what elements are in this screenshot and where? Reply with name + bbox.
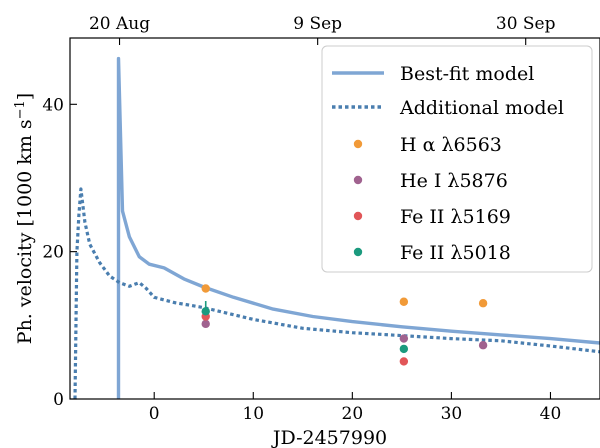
y-axis-title-main: Ph. velocity [1000 km s: [14, 119, 36, 344]
point-he-i-5876-0: [202, 320, 210, 328]
legend-swatch-h-alpha-6563: [354, 140, 362, 148]
legend-label-additional-model: Additional model: [399, 97, 564, 119]
legend-label-he-i-5876: He I λ5876: [400, 170, 508, 192]
top-tick-label-1: 9 Sep: [293, 14, 342, 34]
point-h-alpha-6563-1: [400, 298, 408, 306]
y-tick-label-20: 20: [42, 243, 64, 263]
legend-label-h-alpha-6563: H α λ6563: [400, 134, 502, 156]
legend-label-fe-ii-5169: Fe II λ5169: [400, 206, 511, 228]
point-h-alpha-6563-2: [479, 299, 487, 307]
legend-label-fe-ii-5018: Fe II λ5018: [400, 242, 511, 264]
x-tick-label-10: 10: [242, 404, 264, 424]
legend-swatch-fe-ii-5018: [354, 248, 362, 256]
point-fe-ii-5018-1: [400, 345, 408, 353]
legend-label-best-fit-model: Best-fit model: [400, 63, 534, 85]
legend-swatch-he-i-5876: [354, 176, 362, 184]
point-he-i-5876-1: [400, 334, 408, 342]
x-tick-label-30: 30: [441, 404, 463, 424]
point-h-alpha-6563-0: [202, 284, 210, 292]
y-axis-title-end: ]: [14, 93, 36, 100]
y-tick-label-0: 0: [53, 390, 64, 410]
x-tick-label-40: 40: [540, 404, 562, 424]
y-axis-title-sup: −1: [13, 100, 28, 119]
x-axis-title: JD-2457990: [271, 427, 387, 448]
point-he-i-5876-2: [479, 341, 487, 349]
top-tick-label-0: 20 Aug: [89, 14, 150, 34]
legend: Best-fit model Additional model H α λ6563 H…: [322, 46, 592, 272]
top-tick-label-2: 30 Sep: [496, 14, 556, 34]
point-fe-ii-5169-1: [400, 357, 408, 365]
y-axis-title: Ph. velocity [1000 km s−1]: [13, 93, 36, 344]
x-tick-label-20: 20: [342, 404, 364, 424]
y-tick-label-40: 40: [42, 95, 64, 115]
legend-swatch-fe-ii-5169: [354, 212, 362, 220]
point-fe-ii-5018-0: [202, 307, 210, 315]
x-tick-label-0: 0: [149, 404, 160, 424]
